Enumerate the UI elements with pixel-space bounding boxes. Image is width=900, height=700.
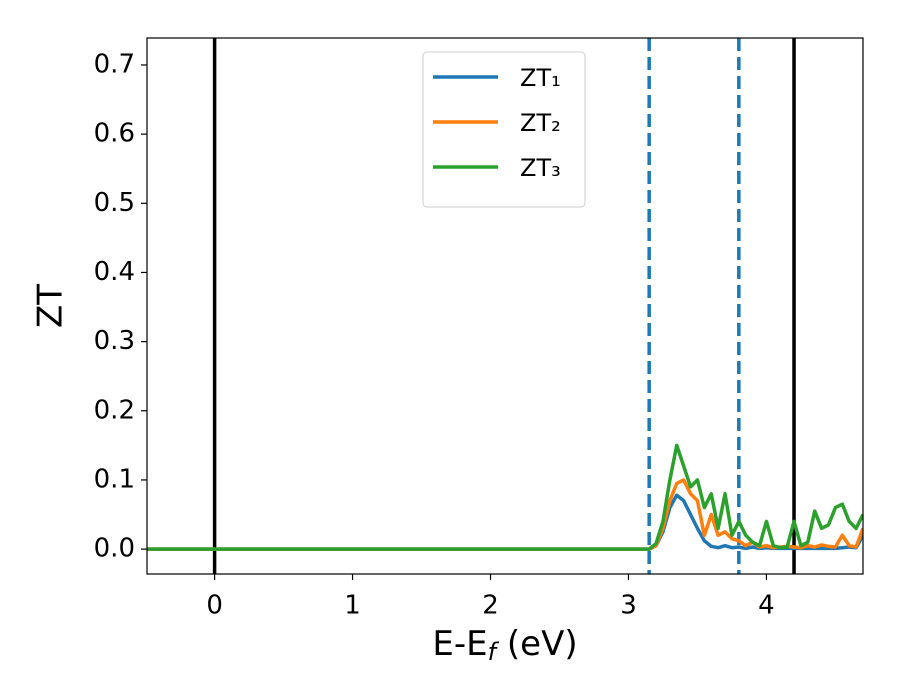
- y-tick-label: 0.4: [94, 257, 135, 287]
- y-tick-label: 0.3: [94, 326, 135, 356]
- y-tick-label: 0.2: [94, 395, 135, 425]
- x-tick-label: 2: [482, 591, 499, 621]
- y-axis-label: ZT: [31, 284, 71, 328]
- y-tick-label: 0.0: [94, 534, 135, 564]
- x-tick-label: 1: [344, 591, 361, 621]
- legend-label: ZT₁: [520, 64, 561, 92]
- legend-label: ZT₃: [520, 154, 561, 182]
- y-tick-label: 0.5: [94, 188, 135, 218]
- x-tick-label: 0: [206, 591, 223, 621]
- x-tick-label: 4: [758, 591, 775, 621]
- axes-frame: [146, 37, 864, 575]
- legend: ZT₁ ZT₂ ZT₃: [422, 51, 586, 208]
- y-tick-label: 0.6: [94, 119, 135, 149]
- series-line: [147, 443, 863, 551]
- y-tick-label: 0.1: [94, 464, 135, 494]
- plot-area: [147, 38, 863, 574]
- legend-label: ZT₂: [520, 109, 561, 137]
- y-tick-label: 0.7: [94, 49, 135, 79]
- x-tick-label: 3: [620, 591, 637, 621]
- x-axis-label: E-Ef (eV): [432, 624, 577, 667]
- series-line: [147, 478, 863, 551]
